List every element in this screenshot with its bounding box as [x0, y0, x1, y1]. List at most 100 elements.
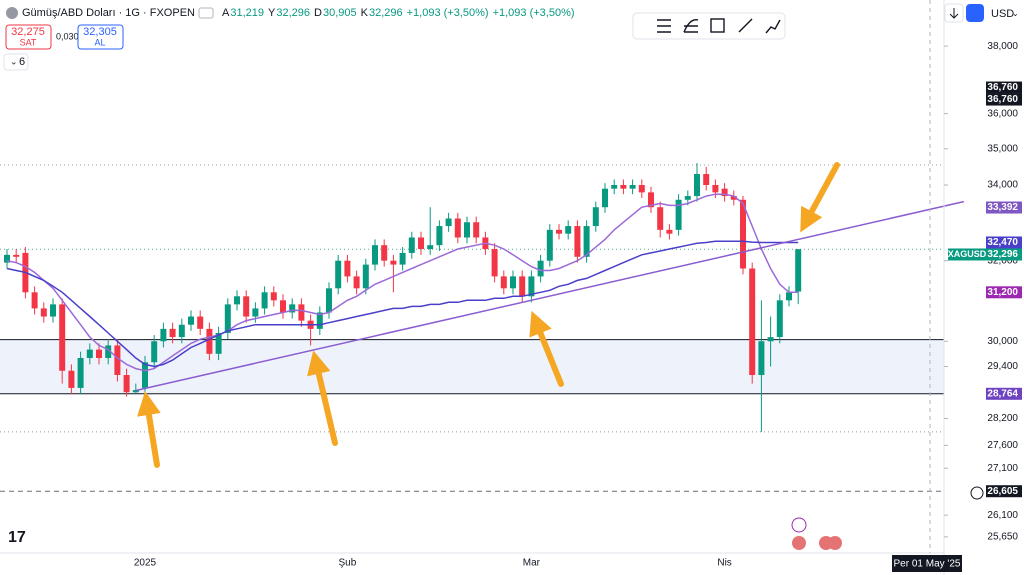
x-tick-label: Mar: [523, 558, 541, 569]
candle-body: [565, 226, 572, 234]
trendline: [135, 200, 964, 392]
ohlc-value: 30,905: [323, 7, 357, 19]
candle-body: [528, 276, 535, 297]
buy-button[interactable]: [77, 24, 124, 50]
price-label-box: [986, 81, 1022, 94]
candle-body: [142, 362, 148, 388]
candle-body: [638, 184, 645, 193]
candle-body: [694, 174, 700, 197]
candle-body: [151, 341, 158, 363]
caret: ⌄: [1012, 9, 1019, 18]
event-icon[interactable]: [828, 536, 842, 550]
plot-area: [0, 163, 964, 492]
price-label: 36,760: [987, 82, 1018, 93]
eye-icon[interactable]: [198, 7, 214, 19]
tool-icon[interactable]: [710, 18, 725, 33]
candle-body: [546, 229, 553, 261]
candle-body: [666, 229, 673, 234]
price-label-box: [986, 248, 1022, 261]
candle-body: [721, 188, 728, 197]
candle-body: [206, 328, 213, 354]
candle-body: [243, 296, 250, 317]
event-icon[interactable]: [791, 517, 807, 533]
candle-body: [86, 349, 93, 359]
buy-price: 32,305: [83, 26, 117, 38]
candle-body: [344, 260, 351, 277]
candle-body: [399, 252, 406, 265]
ohlc-key: Y: [268, 7, 276, 19]
candle-body: [519, 276, 526, 297]
price-label: 32,470: [987, 237, 1018, 248]
ohlc-key: D: [314, 7, 322, 19]
candle-body: [234, 296, 240, 305]
y-tick-label: 30,000: [987, 336, 1018, 347]
price-label-box: [986, 286, 1022, 299]
symbol-label: XAGUSD: [948, 249, 987, 259]
event-icon[interactable]: [792, 536, 806, 550]
y-tick-label: 36,000: [987, 108, 1018, 119]
candle-body: [372, 245, 378, 265]
symbol-label-box: [948, 248, 986, 261]
indicator-toggle[interactable]: [3, 53, 29, 71]
tool-icon[interactable]: [765, 19, 781, 34]
candle-body: [795, 249, 802, 292]
candle-body: [96, 349, 102, 359]
candle-body: [730, 196, 737, 200]
tool-icon[interactable]: [738, 18, 753, 33]
price-label: 26,605: [987, 486, 1018, 497]
tool-icon[interactable]: [657, 19, 671, 33]
ma-line: [6, 193, 799, 372]
buy-label: AL: [94, 37, 105, 47]
y-tick-label: 27,600: [987, 440, 1018, 451]
ma-line: [6, 240, 799, 368]
candle-body: [611, 184, 618, 189]
y-tick-label: 29,400: [987, 361, 1018, 372]
candle-body: [776, 300, 783, 338]
candle-body: [491, 249, 498, 277]
candle-body: [77, 358, 84, 388]
logo: 17: [8, 529, 26, 546]
zone: [0, 339, 944, 394]
ohlc-value: 32,296: [369, 7, 403, 19]
candle-body: [362, 264, 369, 289]
candle-body: [298, 304, 305, 321]
candle-body: [684, 196, 691, 200]
candle-body: [261, 292, 268, 309]
tool-icon[interactable]: [683, 19, 699, 33]
candle-body: [556, 229, 562, 234]
y-tick-label: 25,650: [987, 531, 1018, 542]
sell-button[interactable]: [5, 24, 52, 50]
candle-body: [31, 292, 38, 309]
candle-body: [197, 316, 204, 329]
annotation-arrows: [137, 162, 840, 468]
change: +1,093 (+3,50%): [407, 7, 489, 19]
scale-button[interactable]: [966, 4, 984, 22]
candle-body: [381, 245, 388, 261]
price-label: 31,200: [987, 287, 1018, 298]
candle-body: [215, 332, 222, 354]
price-label: 28,764: [987, 388, 1018, 399]
sell-label: SAT: [20, 37, 37, 47]
y-tick-label: 26,100: [987, 510, 1018, 521]
candle-body: [510, 276, 516, 289]
candle-body: [188, 316, 194, 325]
candle-body: [657, 207, 664, 230]
candle-body: [445, 218, 452, 227]
candle-body: [270, 292, 277, 301]
ohlc-value: 32,296: [276, 7, 310, 19]
candle-body: [574, 226, 581, 257]
symbol-icon: [6, 7, 18, 19]
candle-body: [326, 288, 332, 313]
y-tick-label: 32,000: [987, 255, 1018, 266]
currency[interactable]: USD: [991, 8, 1014, 20]
drawing-toolbar[interactable]: [632, 12, 786, 40]
arrow: [529, 310, 564, 387]
candle-body: [473, 222, 480, 238]
candle-body: [114, 345, 121, 376]
candle-body: [629, 184, 636, 189]
add-button[interactable]: [970, 486, 984, 500]
candle-body: [4, 254, 10, 263]
candle-body: [583, 226, 590, 257]
arrow: [307, 350, 338, 446]
